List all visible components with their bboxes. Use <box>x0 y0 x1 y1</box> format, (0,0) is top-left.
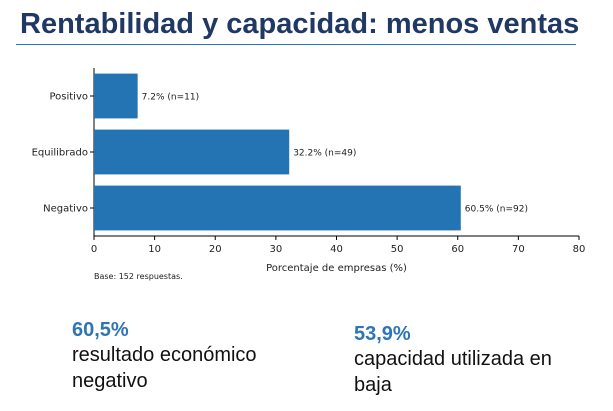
category-label: Equilibrado <box>32 148 88 159</box>
data-label: 7.2% (n=11) <box>142 93 199 103</box>
data-label: 32.2% (n=49) <box>293 149 356 159</box>
stat-capacity-drop: 53,9% capacidad utilizada en baja <box>354 322 604 398</box>
category-label: Positivo <box>49 92 88 103</box>
bar <box>94 73 138 119</box>
stat-label-line: baja <box>354 374 392 396</box>
x-axis-label: Porcentaje de empresas (%) <box>266 263 407 274</box>
x-tick-label: 30 <box>270 244 283 255</box>
x-tick-label: 20 <box>209 244 222 255</box>
stat-label-line: resultado económico <box>72 344 257 366</box>
base-note: Base: 152 respuestas. <box>94 272 183 281</box>
bar <box>94 185 461 231</box>
x-tick-label: 60 <box>451 244 464 255</box>
stat-label-line: negativo <box>72 370 148 392</box>
bar <box>94 129 290 175</box>
x-tick-label: 10 <box>148 244 161 255</box>
stat-value: 60,5% <box>72 319 129 341</box>
x-tick-label: 50 <box>391 244 404 255</box>
data-label: 60.5% (n=92) <box>465 205 528 215</box>
slide-title: Rentabilidad y capacidad: menos ventas <box>20 8 580 40</box>
x-tick-label: 80 <box>573 244 586 255</box>
category-label: Negativo <box>43 204 88 215</box>
title-underline <box>16 44 576 45</box>
x-tick-label: 70 <box>512 244 525 255</box>
x-tick-label: 0 <box>91 244 97 255</box>
stat-negative-result: 60,5% resultado económico negativo <box>72 318 312 394</box>
x-tick-label: 40 <box>330 244 343 255</box>
stat-label-line: capacidad utilizada en <box>354 348 552 370</box>
bar-chart: Positivo 7.2% (n=11) Equilibrado 32.2% (n=4… <box>32 68 586 281</box>
stat-value: 53,9% <box>354 323 411 345</box>
